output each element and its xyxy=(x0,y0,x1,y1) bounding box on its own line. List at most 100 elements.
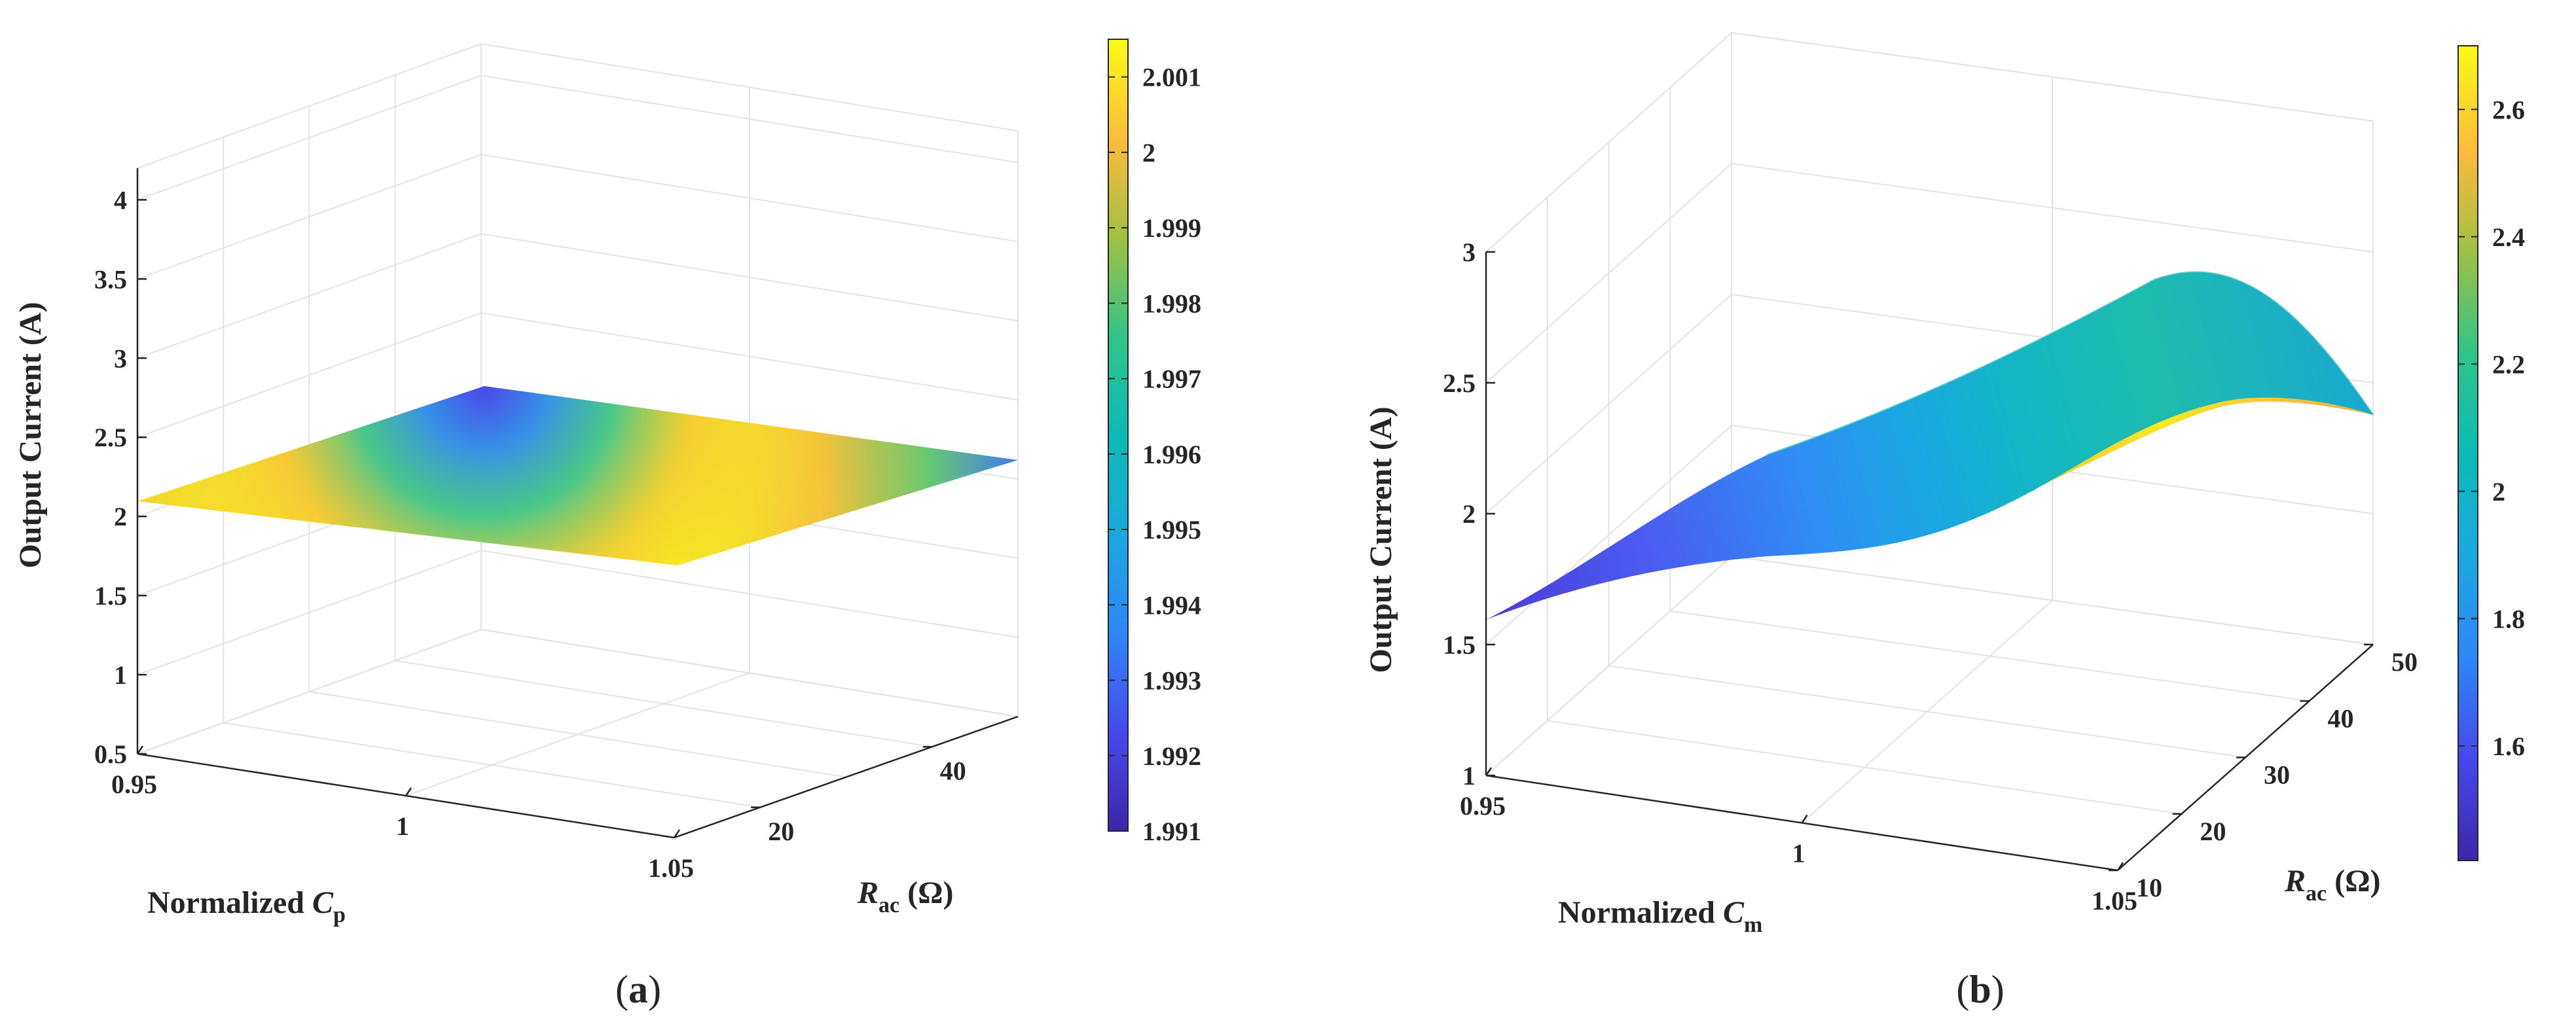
a-box-edge xyxy=(137,43,482,169)
b-floor-grid-y xyxy=(1670,610,2310,702)
panel-b-y-label: Rac (Ω) xyxy=(2284,864,2381,906)
a-wall-grid-z xyxy=(481,312,1019,401)
b-z-tick-label: 1 xyxy=(1462,761,1476,790)
b-colorbar-tick-label: 2 xyxy=(2492,477,2505,506)
a-wall-grid-z xyxy=(481,550,1019,639)
a-wall-grid-z xyxy=(137,75,482,201)
b-y-tick-label: 10 xyxy=(2136,873,2162,902)
a-x-tick-mark xyxy=(673,829,681,838)
a-colorbar-tick-label: 1.993 xyxy=(1142,666,1201,696)
panel-a-x-ticks: 0.95 1 1.05 xyxy=(111,770,694,883)
panel-b-y-ticks: 10 20 30 40 50 xyxy=(2136,647,2418,902)
panel-b-x-ticks: 0.95 1 1.05 xyxy=(1460,791,2137,915)
b-z-tick-label: 2.5 xyxy=(1443,368,1476,398)
a-x-tick-mark xyxy=(405,787,412,796)
a-colorbar-tick-label: 1.999 xyxy=(1142,213,1201,243)
a-wall-grid-z xyxy=(137,154,482,280)
panel-b-surface-underside xyxy=(1990,393,2373,507)
panel-a-z-ticks: 0.5 1 1.5 2 2.5 3 3.5 4 xyxy=(94,185,127,769)
a-z-tick-label: 2.5 xyxy=(94,423,127,452)
a-y-axis-line xyxy=(674,715,1019,839)
a-colorbar-tick-label: 1.998 xyxy=(1142,289,1201,318)
a-box-edge xyxy=(481,43,1019,132)
b-y-tick-label: 30 xyxy=(2264,760,2290,790)
b-box-edge xyxy=(1731,32,2374,122)
b-x-tick-label: 1 xyxy=(1792,839,1805,868)
b-x-tick-mark xyxy=(1485,767,1493,776)
a-colorbar-tick-label: 1.997 xyxy=(1142,364,1201,394)
b-x-tick-label: 0.95 xyxy=(1460,791,1506,821)
b-wall-grid-z xyxy=(1731,163,2374,253)
panel-a-x-label: Normalized Cp xyxy=(147,885,346,927)
a-y-tick-label: 40 xyxy=(940,756,966,785)
panel-b-z-ticks: 1 1.5 2 2.5 3 xyxy=(1443,238,1476,790)
b-wall-grid-z xyxy=(1485,294,1732,514)
b-floor-grid-y xyxy=(1547,720,2182,815)
a-wall-grid-z xyxy=(137,550,482,675)
a-colorbar-tick-label: 2 xyxy=(1142,138,1155,168)
b-colorbar-tick-label: 1.6 xyxy=(2492,732,2525,761)
a-box-edge xyxy=(481,629,1019,717)
a-x-tick-mark xyxy=(136,745,144,755)
panel-b-surface xyxy=(1486,272,2373,620)
a-wall-grid-z xyxy=(481,154,1019,243)
a-z-tick-label: 2 xyxy=(114,502,127,531)
b-x-tick-label: 1.05 xyxy=(2092,886,2137,915)
panel-b-surface-ridge xyxy=(1767,271,2374,456)
a-wall-grid-z xyxy=(137,312,482,438)
b-colorbar-tick-label: 2.4 xyxy=(2492,222,2525,252)
panel-a-colorbar xyxy=(1108,39,1129,832)
panel-b-axes xyxy=(1485,251,2374,872)
b-z-tick-label: 2 xyxy=(1462,499,1476,529)
b-floor-grid-y xyxy=(1608,665,2246,758)
b-colorbar-tick-label: 1.8 xyxy=(2492,604,2525,633)
b-x-tick-mark xyxy=(2116,862,2124,871)
panel-b-z-label: Output Current (A) xyxy=(1364,406,1398,673)
b-wall-grid-z xyxy=(1485,425,1732,645)
a-z-tick-label: 1 xyxy=(114,660,127,690)
a-box-edge xyxy=(137,629,482,755)
a-wall-grid-z xyxy=(481,75,1019,164)
a-floor-grid-y xyxy=(309,691,846,778)
b-box-edge xyxy=(1485,556,1732,776)
panel-b-colorbar-ticks: 1.6 1.8 2 2.2 2.4 2.6 xyxy=(2458,95,2525,761)
b-x-tick-mark xyxy=(1801,814,1808,824)
a-colorbar-tick-label: 1.995 xyxy=(1142,515,1201,544)
panel-b-x-label: Normalized Cm xyxy=(1558,895,1762,937)
a-floor-grid-y xyxy=(223,722,761,808)
a-z-tick-label: 4 xyxy=(114,185,127,215)
a-colorbar-tick-label: 1.994 xyxy=(1142,590,1201,620)
b-wall-grid-z xyxy=(1485,163,1732,383)
panel-b-colorbar xyxy=(2458,45,2478,861)
panel-a-axes xyxy=(136,168,1019,839)
a-wall-grid-z xyxy=(481,233,1019,322)
a-y-tick-label: 20 xyxy=(768,817,794,846)
panel-a-y-label: Rac (Ω) xyxy=(857,876,954,917)
a-colorbar-tick-label: 1.996 xyxy=(1142,440,1201,469)
panel-a-colorbar-ticks: 1.991 1.992 1.993 1.994 1.995 1.996 1.997 1.998… xyxy=(1108,63,1201,846)
a-z-tick-label: 1.5 xyxy=(94,581,127,611)
a-floor-grid-y xyxy=(395,660,932,748)
a-colorbar-tick-label: 1.992 xyxy=(1142,741,1201,771)
a-x-tick-label: 1 xyxy=(396,811,409,841)
b-y-tick-label: 50 xyxy=(2391,647,2418,677)
b-z-tick-label: 1.5 xyxy=(1443,630,1476,660)
b-colorbar-tick-label: 2.6 xyxy=(2492,95,2525,124)
panel-a-z-label: Output Current (A) xyxy=(13,302,48,568)
a-z-tick-label: 3 xyxy=(114,344,127,373)
b-z-tick-label: 3 xyxy=(1462,238,1476,267)
b-colorbar-tick-label: 2.2 xyxy=(2492,349,2525,379)
a-z-tick-label: 3.5 xyxy=(94,264,127,294)
a-colorbar-tick-label: 1.991 xyxy=(1142,817,1201,846)
panel-a-surface-shade xyxy=(137,386,1018,565)
panel-b-caption: (b) xyxy=(1956,968,2004,1011)
panel-a-caption: (a) xyxy=(615,968,661,1011)
a-z-tick-label: 0.5 xyxy=(94,739,127,769)
a-x-tick-label: 0.95 xyxy=(111,770,157,799)
b-y-tick-label: 20 xyxy=(2200,817,2226,846)
a-colorbar-tick-label: 2.001 xyxy=(1142,63,1201,92)
